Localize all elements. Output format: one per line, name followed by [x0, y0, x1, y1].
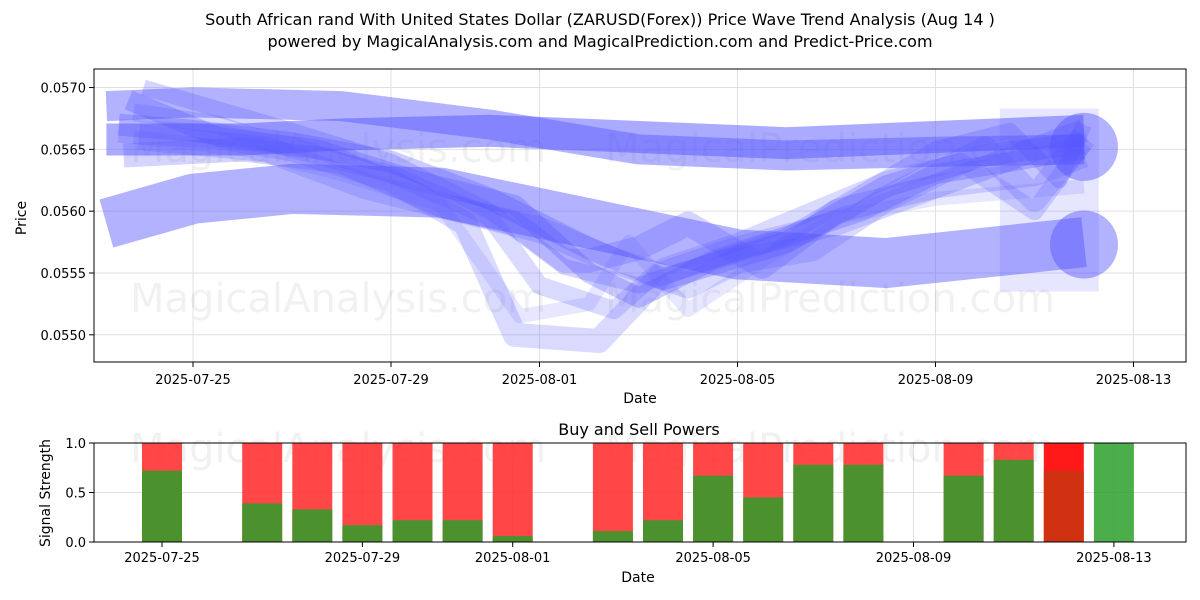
power-xtick-label: 2025-08-09: [876, 551, 952, 566]
price-xlabel: Date: [623, 391, 656, 407]
price-xtick-label: 2025-08-05: [700, 373, 776, 388]
price-ytick-label: 0.0560: [41, 205, 87, 220]
power-ytick-label: 0.5: [65, 487, 86, 502]
watermark-3: MagicalAnalysis.com: [130, 276, 546, 322]
watermark-4: MagicalPrediction.com: [605, 276, 1055, 322]
wave-dip-wave-2: [124, 90, 1086, 308]
wave-dip-wave-4: [132, 103, 1092, 320]
price-xtick-label: 2025-07-25: [155, 373, 231, 388]
price-xtick-label: 2025-08-09: [898, 373, 974, 388]
buy-bar: [392, 520, 433, 542]
buy-bar: [592, 531, 633, 542]
watermark-5: MagicalAnalysis.com: [130, 426, 546, 472]
buy-bar: [292, 509, 333, 542]
price-ylabel: Price: [14, 201, 30, 235]
price-xtick-label: 2025-08-13: [1096, 373, 1172, 388]
price-ytick-label: 0.0555: [41, 267, 87, 282]
wave-rising-lower-wave: [99, 163, 1087, 289]
price-xtick-label: 2025-08-01: [502, 373, 578, 388]
wave-dip-wave-5: [137, 124, 1095, 299]
chart-title-line1: South African rand With United States Do…: [205, 10, 995, 29]
wave-end-blob: [1050, 210, 1118, 279]
buy-bar: [492, 536, 533, 542]
buy-bar: [693, 475, 734, 542]
wave-central-wave: [106, 114, 1085, 160]
power-ytick-label: 0.0: [65, 536, 86, 551]
price-ytick-label: 0.0565: [41, 143, 87, 158]
power-title: Buy and Sell Powers: [558, 420, 720, 439]
price-plot: MagicalAnalysis.com MagicalPrediction.co…: [14, 68, 1187, 407]
sell-bar: [592, 443, 633, 542]
wave-deep-dip-wave: [118, 118, 1089, 353]
power-xlabel: Date: [621, 570, 654, 586]
power-plot: Buy and Sell Powers MagicalAnalysis.com …: [38, 420, 1187, 586]
wave-dip-wave-6: [141, 79, 1092, 294]
power-ylabel: Signal Strength: [38, 439, 54, 547]
buy-bar: [943, 475, 984, 542]
price-ytick-label: 0.0570: [41, 82, 87, 97]
price-plot-frame: [93, 68, 1187, 363]
buy-bar: [342, 525, 383, 542]
buy-bar: [142, 470, 182, 542]
buy-bar: [843, 464, 884, 542]
wave-end-blob: [1050, 112, 1118, 181]
power-xtick-label: 2025-08-13: [1076, 551, 1152, 566]
buy-bar: [242, 503, 283, 542]
buy-bar: [993, 459, 1034, 542]
wave-light-dip-wave: [132, 130, 1085, 324]
buy-bar: [793, 464, 834, 542]
chart-title-line2: powered by MagicalAnalysis.com and Magic…: [267, 32, 932, 51]
buy-bar: [1043, 470, 1084, 542]
power-ytick-label: 1.0: [65, 437, 86, 452]
price-ytick-label: 0.0550: [41, 329, 87, 344]
wave-dip-wave-1: [117, 113, 1086, 291]
power-xtick-label: 2025-07-25: [124, 551, 200, 566]
power-xtick-label: 2025-08-01: [475, 551, 551, 566]
buy-bar: [442, 520, 483, 542]
sell-bar: [492, 443, 533, 542]
power-xtick-label: 2025-08-05: [675, 551, 751, 566]
power-xtick-label: 2025-07-29: [325, 551, 401, 566]
buy-bar: [1093, 443, 1134, 542]
buy-bar: [643, 520, 683, 542]
buy-bar: [743, 497, 784, 542]
wave-dip-wave-3: [123, 119, 1089, 279]
price-xtick-label: 2025-07-29: [353, 373, 429, 388]
